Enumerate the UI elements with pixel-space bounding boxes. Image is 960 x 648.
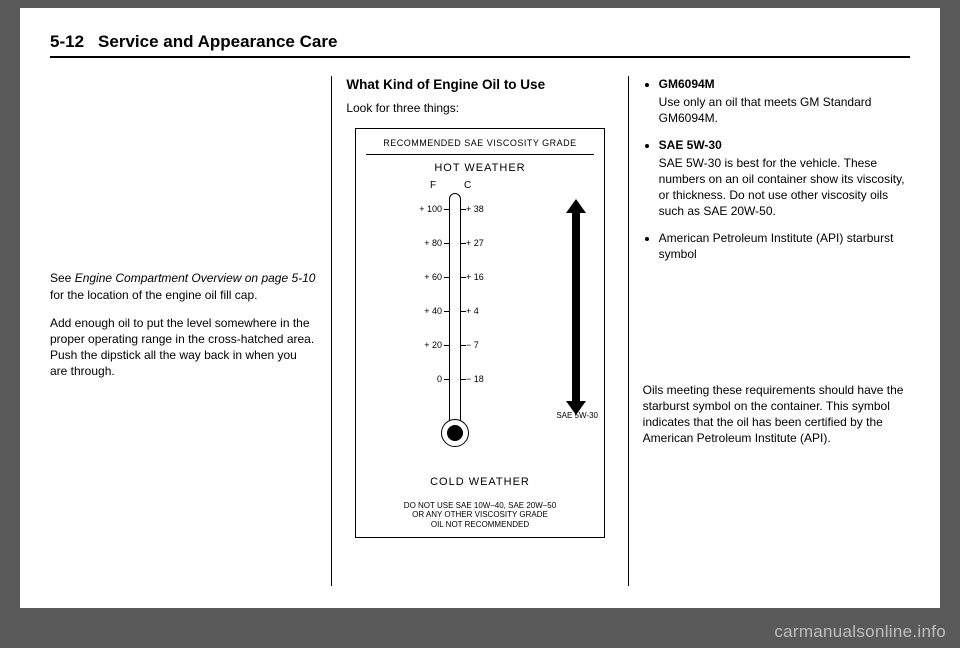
tick-mark bbox=[444, 345, 449, 346]
item-body: SAE 5W-30 is best for the vehicle. These… bbox=[659, 155, 910, 220]
figure-title: RECOMMENDED SAE VISCOSITY GRADE bbox=[356, 129, 604, 149]
column-2: What Kind of Engine Oil to Use Look for … bbox=[331, 76, 628, 586]
tick-f: + 40 bbox=[412, 305, 442, 317]
tick-mark bbox=[444, 277, 449, 278]
tick-c: − 18 bbox=[466, 373, 496, 385]
item-title: GM6094M bbox=[659, 77, 715, 91]
list-item: SAE 5W-30 SAE 5W-30 is best for the vehi… bbox=[659, 137, 910, 220]
footnote-line: OIL NOT RECOMMENDED bbox=[366, 520, 594, 530]
tick-mark bbox=[444, 379, 449, 380]
list-item: GM6094M Use only an oil that meets GM St… bbox=[659, 76, 910, 127]
col2-lead: Look for three things: bbox=[346, 100, 613, 116]
footnote-line: DO NOT USE SAE 10W–40, SAE 20W–50 bbox=[366, 501, 594, 511]
content-columns: See Engine Compartment Overview on page … bbox=[50, 76, 910, 586]
f-label: F bbox=[430, 179, 436, 193]
tick-c: + 27 bbox=[466, 237, 496, 249]
item-body: Use only an oil that meets GM Standard G… bbox=[659, 94, 910, 126]
tick-mark bbox=[444, 243, 449, 244]
tick-f: 0 bbox=[412, 373, 442, 385]
tick-f: + 80 bbox=[412, 237, 442, 249]
requirements-list: GM6094M Use only an oil that meets GM St… bbox=[643, 76, 910, 262]
tick-c: + 16 bbox=[466, 271, 496, 283]
figure-rule bbox=[366, 154, 594, 155]
c-label: C bbox=[464, 179, 471, 193]
thermometer: F C + 100 + 38 + 80 + 27 + 60 + 16 + 40 + 4 + 20… bbox=[356, 179, 604, 469]
col2-heading: What Kind of Engine Oil to Use bbox=[346, 76, 613, 94]
range-label: SAE 5W-30 bbox=[556, 411, 598, 422]
manual-page: 5-12 Service and Appearance Care See Engi… bbox=[20, 8, 940, 608]
cold-label: COLD WEATHER bbox=[356, 475, 604, 490]
footnote-line: OR ANY OTHER VISCOSITY GRADE bbox=[366, 510, 594, 520]
tick-f: + 20 bbox=[412, 339, 442, 351]
page-header: 5-12 Service and Appearance Care bbox=[50, 32, 910, 58]
tick-c: + 4 bbox=[466, 305, 496, 317]
tick-mark bbox=[444, 311, 449, 312]
thermo-tube bbox=[449, 193, 461, 425]
closing-para: Oils meeting these requirements should h… bbox=[643, 382, 910, 447]
list-item: American Petroleum Institute (API) starb… bbox=[659, 230, 910, 262]
figure-footnote: DO NOT USE SAE 10W–40, SAE 20W–50 OR ANY… bbox=[366, 501, 594, 530]
tick-c: + 38 bbox=[466, 203, 496, 215]
item-title: SAE 5W-30 bbox=[659, 138, 722, 152]
item-title: American Petroleum Institute (API) starb… bbox=[659, 231, 894, 261]
col1-para1: See Engine Compartment Overview on page … bbox=[50, 270, 317, 302]
section-title: Service and Appearance Care bbox=[98, 32, 337, 51]
range-arrow-icon bbox=[572, 211, 580, 403]
column-3: GM6094M Use only an oil that meets GM St… bbox=[629, 76, 910, 586]
tick-mark bbox=[444, 209, 449, 210]
tick-f: + 60 bbox=[412, 271, 442, 283]
col1-para2: Add enough oil to put the level somewher… bbox=[50, 315, 317, 380]
text: See bbox=[50, 271, 75, 285]
text: for the location of the engine oil fill … bbox=[50, 288, 257, 302]
hot-label: HOT WEATHER bbox=[356, 161, 604, 176]
watermark: carmanualsonline.info bbox=[774, 622, 946, 642]
viscosity-figure: RECOMMENDED SAE VISCOSITY GRADE HOT WEAT… bbox=[355, 128, 605, 538]
cross-ref: Engine Compartment Overview on page 5-10 bbox=[75, 271, 316, 285]
tick-c: − 7 bbox=[466, 339, 496, 351]
tick-f: + 100 bbox=[412, 203, 442, 215]
column-1: See Engine Compartment Overview on page … bbox=[50, 76, 331, 586]
page-number: 5-12 bbox=[50, 32, 84, 51]
